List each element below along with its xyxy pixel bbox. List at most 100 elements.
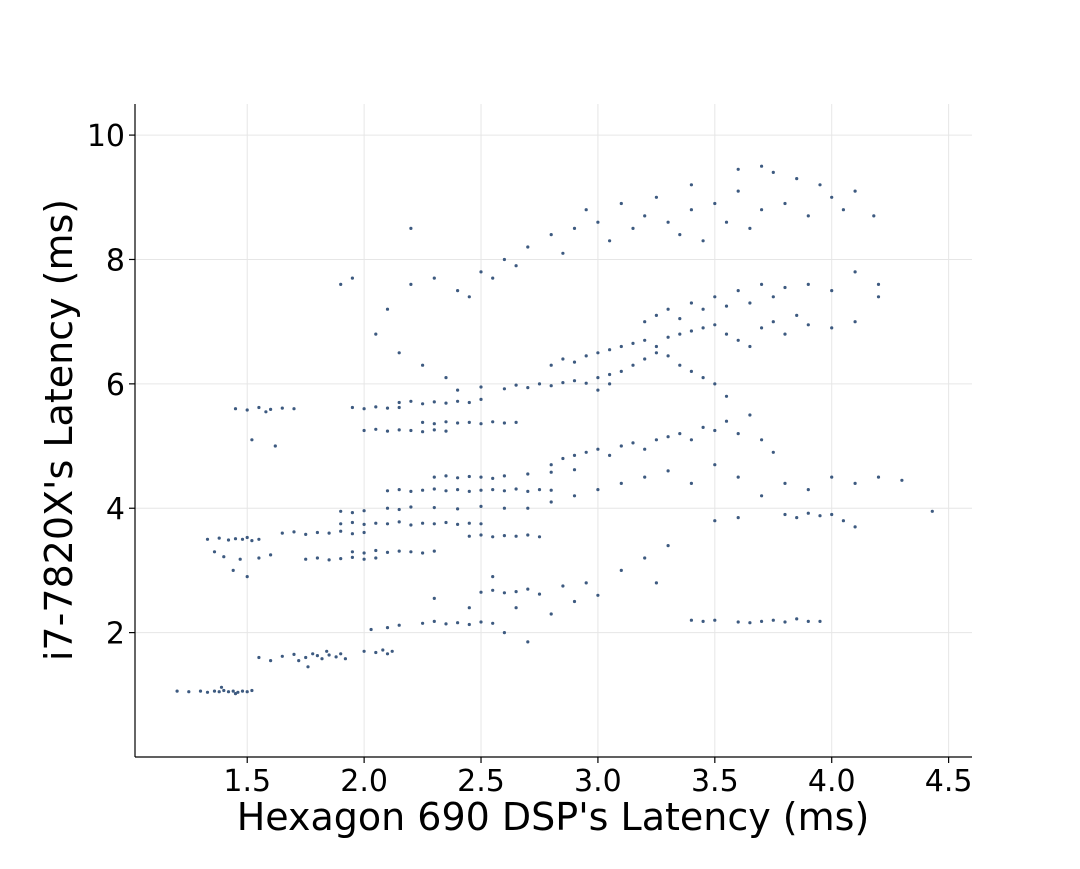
data-point bbox=[385, 307, 390, 311]
data-point bbox=[666, 354, 670, 358]
data-point bbox=[853, 189, 857, 193]
data-point bbox=[701, 326, 705, 330]
data-point bbox=[491, 588, 495, 592]
axes bbox=[134, 104, 972, 758]
data-point bbox=[444, 420, 448, 424]
data-point bbox=[240, 689, 245, 693]
data-point bbox=[830, 195, 834, 199]
data-point bbox=[222, 688, 226, 693]
data-point bbox=[479, 488, 483, 492]
data-point bbox=[549, 488, 553, 492]
data-point bbox=[666, 469, 670, 473]
data-point bbox=[280, 406, 284, 410]
data-point bbox=[456, 522, 460, 527]
data-point bbox=[479, 504, 483, 508]
data-point bbox=[432, 506, 436, 510]
data-point bbox=[689, 438, 694, 442]
x-tick-label: 3.5 bbox=[691, 764, 739, 799]
data-point bbox=[257, 405, 261, 410]
data-point bbox=[771, 618, 775, 622]
data-point bbox=[678, 432, 682, 436]
data-point bbox=[526, 640, 530, 644]
data-point bbox=[572, 360, 577, 364]
data-point bbox=[362, 530, 366, 535]
data-point bbox=[783, 285, 787, 290]
data-point bbox=[467, 295, 471, 299]
data-point bbox=[421, 402, 425, 406]
data-point bbox=[421, 363, 425, 367]
data-point bbox=[479, 620, 483, 624]
data-point bbox=[841, 208, 846, 212]
data-point bbox=[514, 487, 518, 491]
data-point bbox=[654, 313, 659, 317]
data-point bbox=[724, 394, 729, 398]
data-point bbox=[502, 506, 506, 510]
data-point bbox=[502, 474, 506, 478]
data-point bbox=[491, 476, 495, 480]
data-point bbox=[444, 489, 448, 493]
data-point bbox=[339, 509, 343, 513]
data-point bbox=[325, 649, 329, 653]
data-point bbox=[666, 335, 670, 339]
data-point bbox=[421, 521, 425, 525]
data-point bbox=[643, 556, 647, 560]
data-point bbox=[654, 351, 659, 355]
data-point bbox=[198, 689, 203, 693]
data-point bbox=[643, 214, 647, 218]
data-point bbox=[596, 447, 600, 451]
data-point bbox=[339, 557, 343, 561]
data-point bbox=[596, 593, 600, 597]
data-point bbox=[724, 220, 729, 224]
data-point bbox=[736, 338, 740, 342]
data-point bbox=[226, 690, 231, 694]
data-point bbox=[608, 348, 612, 352]
data-point bbox=[362, 509, 366, 513]
data-point bbox=[572, 379, 577, 383]
data-point bbox=[596, 376, 600, 380]
data-point bbox=[549, 500, 553, 504]
data-point bbox=[654, 195, 659, 199]
data-point bbox=[467, 521, 471, 525]
data-point bbox=[350, 405, 354, 410]
x-ticks: 1.5 2.0 2.5 3.0 3.5 4.0 4.5 bbox=[223, 757, 972, 799]
data-point bbox=[713, 323, 717, 327]
data-point bbox=[526, 506, 530, 510]
data-point bbox=[689, 301, 694, 305]
data-point bbox=[409, 505, 413, 509]
data-point bbox=[292, 407, 296, 411]
data-point bbox=[297, 659, 301, 663]
data-point bbox=[736, 167, 740, 171]
data-point bbox=[264, 410, 268, 414]
data-point bbox=[467, 400, 471, 405]
data-point bbox=[643, 447, 647, 451]
data-point bbox=[654, 581, 659, 585]
grid bbox=[135, 104, 972, 757]
data-point bbox=[432, 400, 436, 404]
data-point bbox=[853, 525, 857, 529]
data-point bbox=[269, 659, 273, 663]
data-point bbox=[385, 489, 390, 493]
data-point bbox=[217, 536, 221, 540]
data-point bbox=[385, 429, 390, 433]
data-point bbox=[311, 652, 315, 656]
data-point bbox=[409, 282, 413, 286]
data-point bbox=[187, 690, 191, 694]
data-point bbox=[841, 519, 846, 523]
data-point bbox=[872, 214, 876, 218]
data-point bbox=[713, 295, 717, 299]
data-point bbox=[397, 507, 401, 512]
data-point bbox=[724, 332, 729, 336]
data-point bbox=[795, 617, 799, 621]
data-point bbox=[479, 522, 483, 526]
data-point bbox=[175, 689, 179, 693]
data-point bbox=[619, 568, 623, 573]
data-point bbox=[369, 627, 373, 632]
data-point bbox=[643, 320, 647, 324]
data-point bbox=[432, 475, 436, 479]
data-point bbox=[491, 621, 495, 625]
data-point bbox=[374, 332, 378, 336]
data-point bbox=[713, 382, 717, 386]
data-point bbox=[514, 534, 518, 538]
data-point bbox=[502, 421, 506, 425]
data-point bbox=[273, 444, 277, 448]
